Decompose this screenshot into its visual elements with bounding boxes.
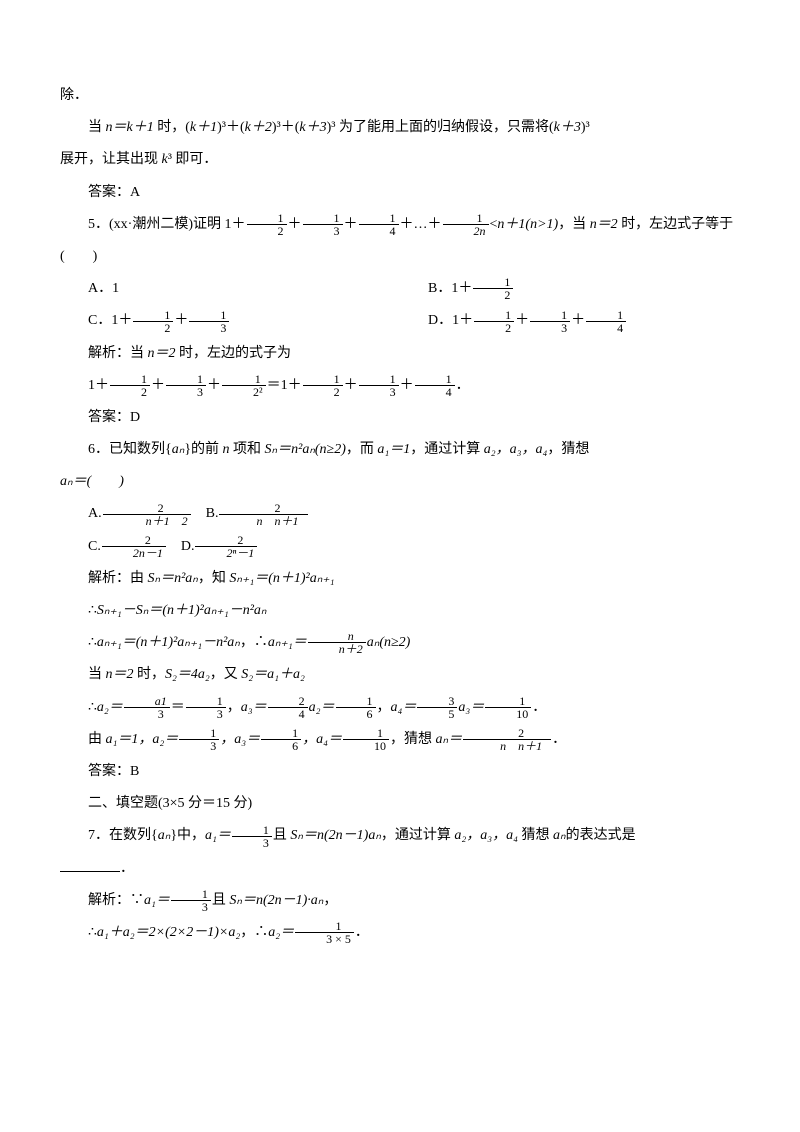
q6-sol-2: ∴Sₙ₊₁－Sₙ＝(n＋1)²aₙ₊₁－n²aₙ [60, 595, 740, 627]
q5-opt-c: C．1＋12＋13 [60, 305, 400, 337]
q5-solution-1: 解析：当 n＝2 时，左边的式子为 [60, 338, 740, 370]
q6-opts-cd: C.22n－1 D.22ⁿ－1 [60, 531, 740, 563]
answer-6: 答案：B [60, 756, 740, 788]
p-continuation: 除． [60, 80, 740, 112]
q5-opt-b: B．1＋12 [400, 273, 740, 305]
q5-options-row2: C．1＋12＋13 D．1＋12＋13＋14 [60, 305, 740, 337]
q6-sol-6: 由 a₁＝1，a₂＝13，a₃＝16，a₄＝110，猜想 aₙ＝2n n＋1 ． [60, 724, 740, 756]
p-induction-step: 当 n＝k＋1 时，(k＋1)³＋(k＋2)³＋(k＋3)³ 为了能用上面的归纳… [60, 112, 740, 144]
q5-options-row1: A．1 B．1＋12 [60, 273, 740, 305]
answer-5: 答案：D [60, 402, 740, 434]
section-2-header: 二、填空题(3×5 分＝15 分) [60, 788, 740, 820]
q6-opts-ab: A.2 n＋1 2 B.2n n＋1 [60, 498, 740, 530]
q6-sol-1: 解析：由 Sₙ＝n²aₙ，知 Sₙ₊₁＝(n＋1)²aₙ₊₁ [60, 563, 740, 595]
q6-sol-3: ∴aₙ₊₁＝(n＋1)²aₙ₊₁－n²aₙ，∴aₙ₊₁＝nn＋2aₙ(n≥2) [60, 627, 740, 659]
q5-solution-2: 1＋12＋13＋12²＝1＋12＋13＋14． [60, 370, 740, 402]
q5-opt-a: A．1 [60, 273, 400, 305]
question-7: 7．在数列{aₙ}中，a₁＝13且 Sₙ＝n(2n－1)aₙ，通过计算 a₂，a… [60, 820, 740, 852]
q5-opt-d: D．1＋12＋13＋14 [400, 305, 740, 337]
q6-sol-4: 当 n＝2 时，S₂＝4a₂，又 S₂＝a₁＋a₂ [60, 659, 740, 691]
q7-sol-1: 解析：∵a₁＝13且 Sₙ＝n(2n－1)·aₙ， [60, 885, 740, 917]
p-expand: 展开，让其出现 k³ 即可． [60, 144, 740, 176]
question-6b: aₙ＝( ) [60, 466, 740, 498]
page-content: 除． 当 n＝k＋1 时，(k＋1)³＋(k＋2)³＋(k＋3)³ 为了能用上面… [0, 0, 800, 989]
question-7-blank: ． [60, 853, 740, 885]
q6-sol-5: ∴a₂＝a13＝13，a₃＝24a₂＝16，a₄＝35a₃＝110． [60, 692, 740, 724]
q7-sol-2: ∴a₁＋a₂＝2×(2×2－1)×a₂，∴a₂＝13 × 5． [60, 917, 740, 949]
question-5: 5．(xx·潮州二模)证明 1＋12＋13＋14＋…＋12n<n＋1(n>1)，… [60, 209, 740, 273]
question-6: 6．已知数列{aₙ}的前 n 项和 Sₙ＝n²aₙ(n≥2)，而 a₁＝1，通过… [60, 434, 740, 466]
answer-4: 答案：A [60, 177, 740, 209]
